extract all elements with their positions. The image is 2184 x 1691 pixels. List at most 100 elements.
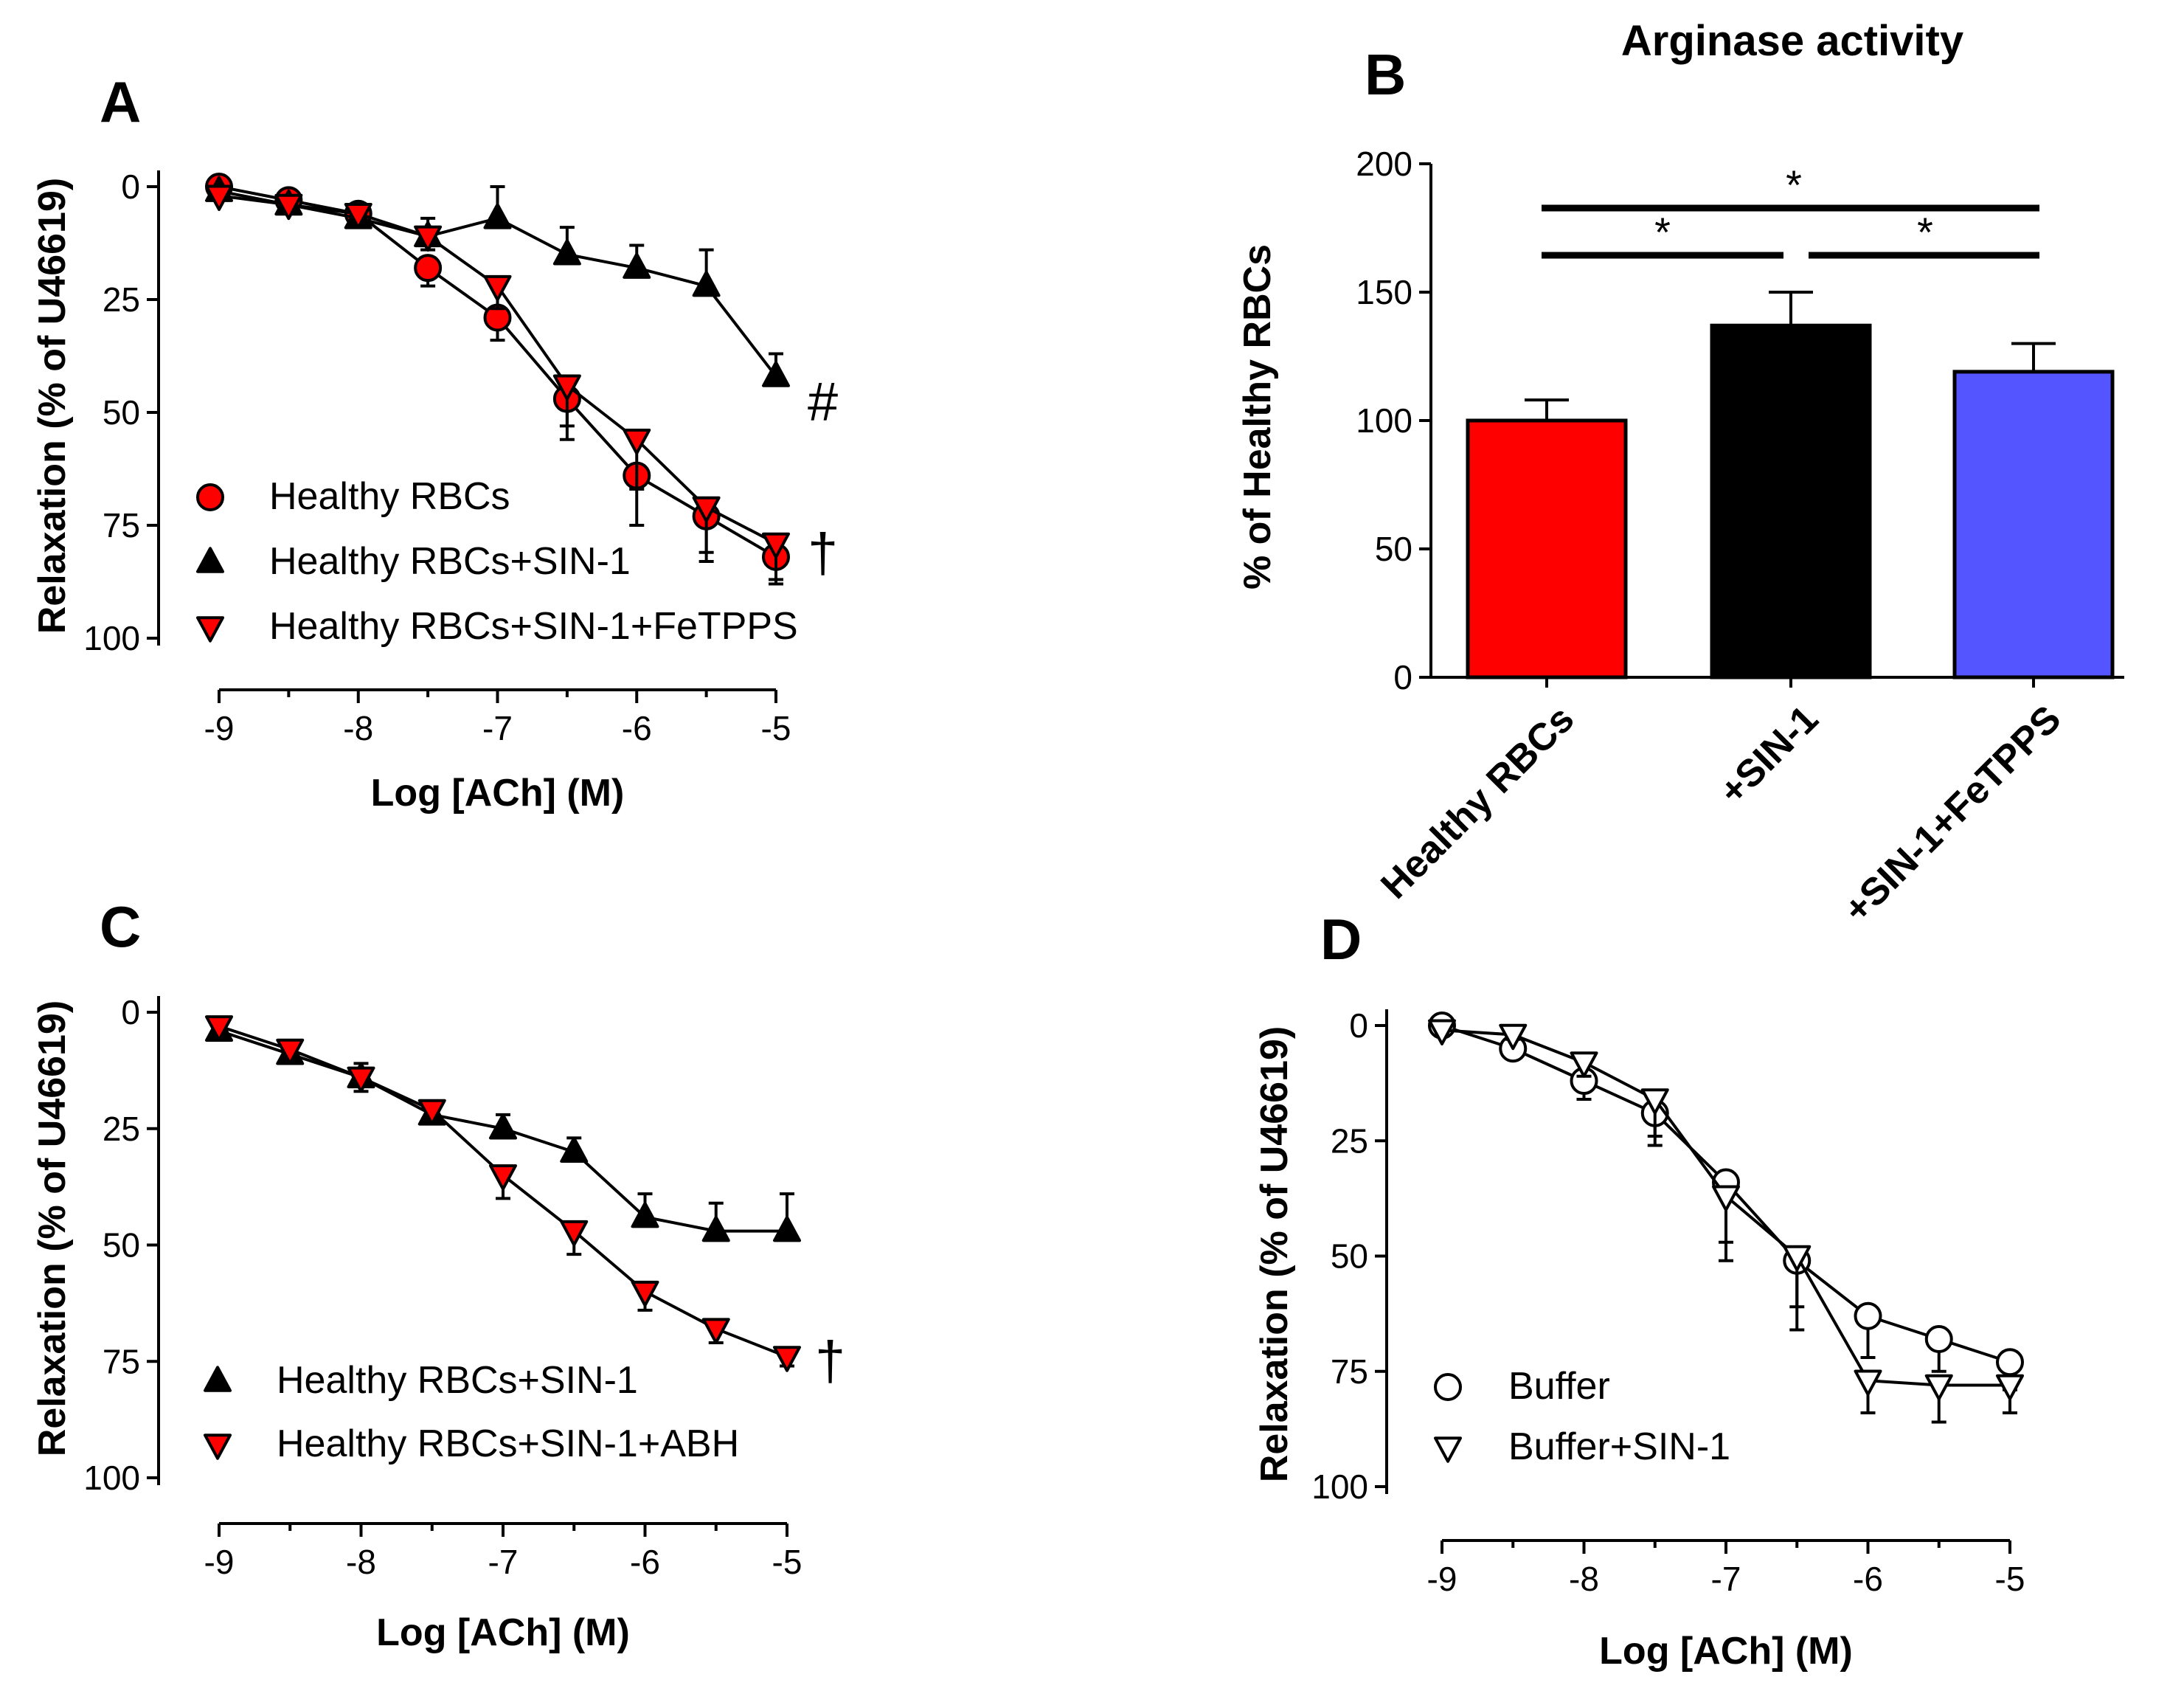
legend-label: Healthy RBCs+SIN-1 xyxy=(277,1359,638,1402)
y-tick-label: 100 xyxy=(1311,1467,1368,1506)
y-tick-label: 150 xyxy=(1356,273,1412,311)
x-tick-label: -6 xyxy=(622,709,652,747)
x-tick-label: -9 xyxy=(204,1543,235,1581)
chart-title: Arginase activity xyxy=(1621,17,1963,65)
legend-label: Healthy RBCs+SIN-1+ABH xyxy=(277,1422,739,1465)
series-healthy-rbcs xyxy=(205,173,790,581)
y-tick-label: 50 xyxy=(1375,530,1412,568)
x-tick-label: -9 xyxy=(1427,1560,1457,1598)
legend-marker xyxy=(204,1434,232,1460)
data-point xyxy=(692,496,721,523)
data-point xyxy=(560,1136,589,1163)
panel-letter: A xyxy=(100,69,141,134)
y-tick-label: 25 xyxy=(103,280,140,319)
significance-marker: * xyxy=(1654,209,1671,255)
x-axis-title: Log [ACh] (M) xyxy=(1599,1630,1853,1673)
data-point xyxy=(489,1164,517,1191)
data-point xyxy=(414,254,443,283)
y-tick-label: 75 xyxy=(103,506,140,544)
data-point xyxy=(552,374,581,401)
data-point xyxy=(483,274,512,302)
data-point xyxy=(205,1015,233,1042)
data-point xyxy=(623,428,651,455)
legend-label: Healthy RBCs+SIN-1+FeTPPS xyxy=(269,605,798,648)
data-point xyxy=(347,1066,375,1093)
y-axis-title: % of Healthy RBCs xyxy=(1236,244,1279,589)
legend-marker xyxy=(196,547,224,573)
data-point xyxy=(631,1201,659,1228)
data-point xyxy=(773,1215,801,1242)
data-point xyxy=(1924,1374,1953,1401)
y-tick-label: 50 xyxy=(103,1226,140,1265)
y-axis-title: Relaxation (% of U46619) xyxy=(31,1000,74,1456)
data-point xyxy=(623,252,651,279)
panel-letter: D xyxy=(1320,907,1362,972)
y-tick-label: 100 xyxy=(83,1459,140,1497)
y-tick-label: 0 xyxy=(1393,658,1412,696)
legend-marker xyxy=(204,1366,232,1392)
y-tick-label: 100 xyxy=(1356,401,1412,440)
data-point xyxy=(631,1280,659,1307)
panel-c: C 0 25 50 75 100 -9 -8 -7 -6 -5 Log [ACh] (M) Relaxa… xyxy=(31,894,845,1654)
significance-marker: * xyxy=(1786,162,1802,208)
y-tick-label: 0 xyxy=(121,993,140,1031)
annotation: † xyxy=(815,1330,845,1391)
data-point xyxy=(1996,1348,2024,1377)
legend-marker xyxy=(1434,1373,1462,1401)
x-tick-label: -6 xyxy=(1853,1560,1883,1598)
panel-a: A 0 25 50 75 100 -9 -8 -7 -6 -5 Log [ACh] (M) Relaxa… xyxy=(31,69,838,815)
data-point xyxy=(205,184,233,211)
data-point xyxy=(276,1038,305,1065)
data-point xyxy=(773,1346,801,1372)
x-tick-label: -8 xyxy=(343,709,373,747)
data-point xyxy=(552,239,581,266)
series-healthy-rbcs-sin-1-abh xyxy=(205,1015,801,1372)
y-tick-label: 25 xyxy=(103,1110,140,1148)
legend-label: Healthy RBCs+SIN-1 xyxy=(269,540,631,583)
data-point xyxy=(483,203,512,229)
data-point xyxy=(414,225,443,252)
data-point xyxy=(762,532,790,559)
significance-marker: * xyxy=(1917,209,1933,255)
x-tick-label: -5 xyxy=(772,1543,802,1581)
x-tick-label: +SIN-1 xyxy=(1711,697,1826,812)
data-point xyxy=(701,1215,730,1242)
data-point xyxy=(1854,1301,1882,1330)
bar xyxy=(1952,370,2115,679)
data-point xyxy=(417,1099,446,1126)
data-point xyxy=(560,1220,589,1247)
x-tick-label: -8 xyxy=(1569,1560,1599,1598)
data-point xyxy=(1783,1245,1812,1272)
data-point xyxy=(344,202,372,229)
data-point xyxy=(1712,1185,1740,1211)
x-tick-label: -9 xyxy=(204,709,235,747)
x-tick-label: +SIN-1+FeTPPS xyxy=(1836,697,2070,931)
data-point xyxy=(1924,1325,1953,1353)
x-tick-label: -7 xyxy=(1711,1560,1741,1598)
x-tick-label: -6 xyxy=(630,1543,660,1581)
data-point xyxy=(1996,1374,2024,1401)
legend-marker xyxy=(1434,1436,1462,1463)
data-point xyxy=(489,1113,517,1140)
data-point xyxy=(762,361,790,387)
annotation: † xyxy=(808,522,838,584)
data-point xyxy=(701,1318,730,1344)
bar xyxy=(1710,323,1872,679)
series-healthy-rbcs-sin-1-fetpps xyxy=(205,184,790,586)
panel-letter: B xyxy=(1365,42,1406,107)
panel-letter: C xyxy=(100,894,141,959)
y-tick-label: 0 xyxy=(121,167,140,206)
data-point xyxy=(1499,1023,1528,1051)
x-tick-label: -7 xyxy=(488,1543,519,1581)
y-tick-label: 25 xyxy=(1331,1121,1368,1160)
y-tick-label: 50 xyxy=(1331,1237,1368,1276)
legend-marker xyxy=(196,483,224,511)
panel-d: D 0 25 50 75 100 -9 -8 -7 -6 -5 Log [ACh] (M) Relaxa… xyxy=(1253,907,2025,1673)
y-tick-label: 100 xyxy=(83,619,140,657)
bar xyxy=(1466,418,1628,679)
x-tick-label: -5 xyxy=(761,709,791,747)
legend-label: Buffer+SIN-1 xyxy=(1508,1425,1730,1468)
y-tick-label: 0 xyxy=(1349,1006,1368,1045)
x-tick-label: -7 xyxy=(482,709,513,747)
